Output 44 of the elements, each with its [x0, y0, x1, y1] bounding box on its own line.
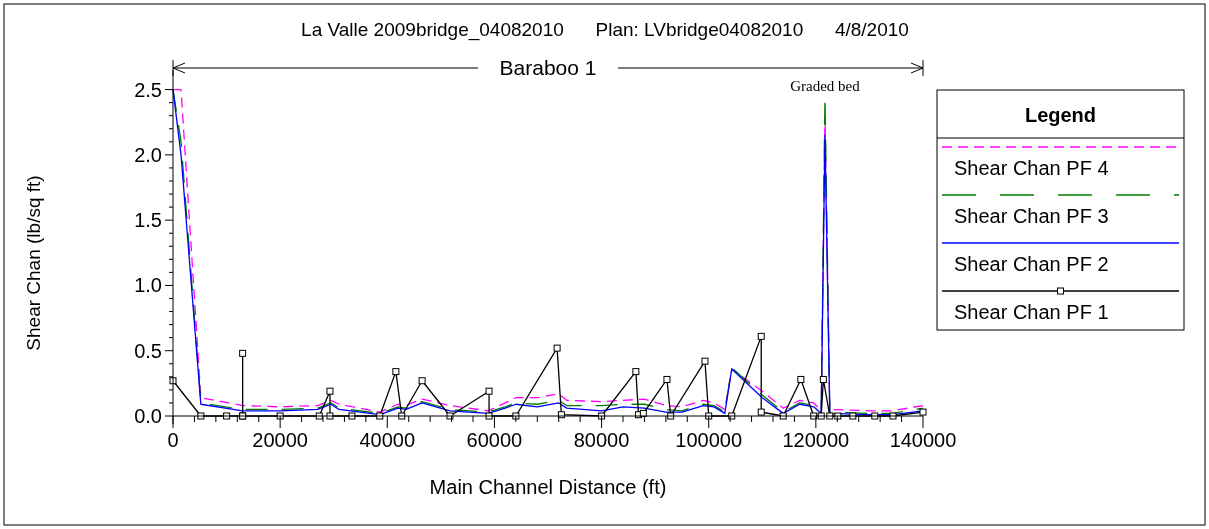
text: Shear Chan PF 4: [954, 157, 1109, 179]
point: [239, 349, 247, 357]
y-axis-title: Shear Chan (lb/sq ft): [23, 175, 44, 351]
point: [757, 408, 765, 416]
point: [446, 412, 454, 420]
point: [326, 412, 334, 420]
text: Shear Chan PF 2: [954, 253, 1109, 275]
text: Shear Chan PF 3: [954, 205, 1109, 227]
point: [919, 408, 927, 416]
point: [485, 412, 493, 420]
x-axis-title: Main Channel Distance (ft): [429, 476, 667, 498]
point: [819, 375, 827, 383]
y-tick-label: 2.0: [134, 143, 162, 166]
y-tick-label: 1.5: [134, 209, 162, 232]
point: [889, 412, 897, 420]
x-tick-label: 80000: [573, 429, 630, 451]
point: [701, 357, 709, 365]
point: [348, 412, 356, 420]
annotation: Graded bed: [790, 78, 861, 95]
y-tick-label: 0.5: [134, 339, 162, 362]
x-tick-label: 100000: [675, 429, 743, 451]
point: [485, 387, 493, 395]
point: [197, 412, 205, 420]
point: [553, 344, 561, 352]
chart-title: La Valle 2009bridge_04082010 Plan: LVbridge04082010 4/8/2010: [301, 19, 909, 41]
x-tick-label: 0: [167, 429, 179, 451]
y-tick-label: 0.0: [134, 405, 162, 427]
x-tick-label: 40000: [359, 429, 416, 451]
point: [663, 375, 671, 383]
x-tick-label: 20000: [252, 429, 308, 451]
point: [757, 332, 765, 340]
point: [326, 387, 334, 395]
y-tick-label: 1.0: [134, 274, 162, 297]
y-tick-label: 2.5: [134, 78, 162, 101]
point: [392, 368, 400, 376]
annotation: Baraboo 1: [499, 56, 597, 79]
x-tick-label: 120000: [782, 429, 850, 451]
point: [797, 375, 805, 383]
point: [418, 377, 426, 385]
x-tick-label: 60000: [466, 429, 523, 451]
legend-title: Legend: [1024, 104, 1097, 126]
x-tick-label: 140000: [889, 429, 957, 451]
legend-label: Shear Chan PF 1: [954, 301, 1109, 323]
point: [632, 368, 640, 376]
